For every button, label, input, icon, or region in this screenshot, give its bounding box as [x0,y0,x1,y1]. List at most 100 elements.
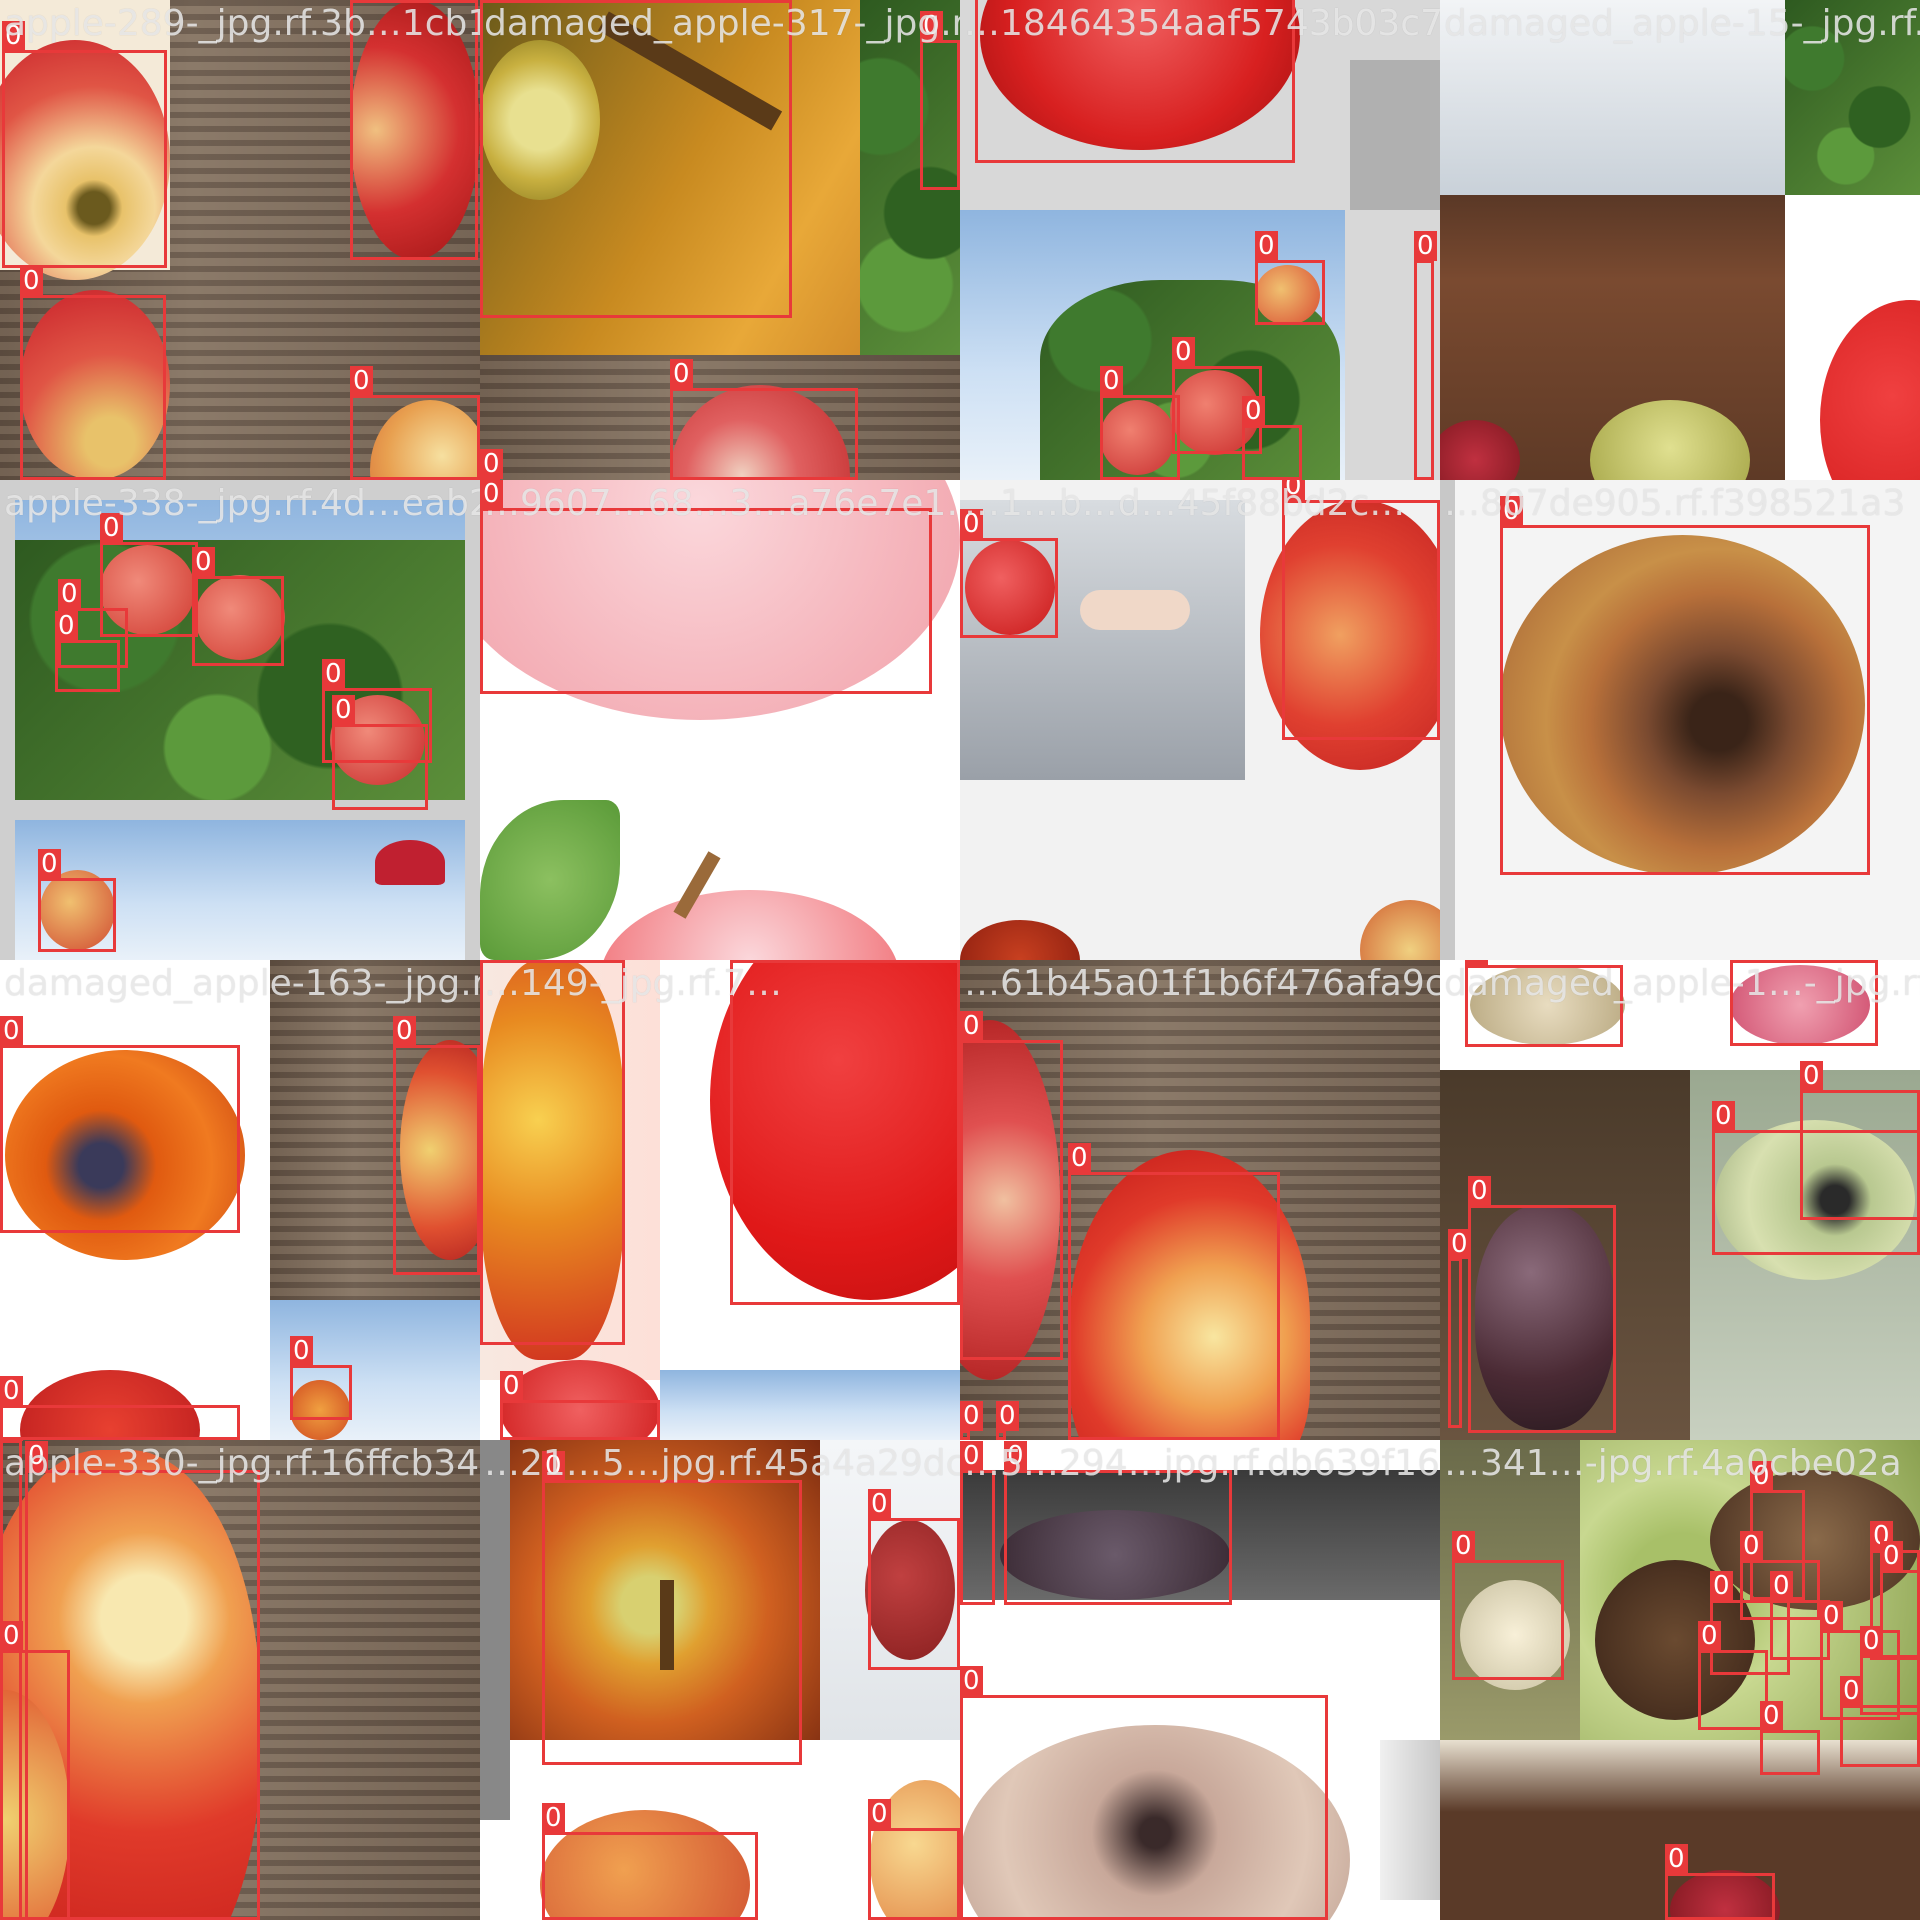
tile-filename: apple-289-_jpg.rf.3b…1cb1bf… [4,2,480,46]
bbox-class-label: 0 [20,266,43,296]
bounding-box: 0 [393,1045,480,1275]
bounding-box: 0 [1665,1873,1775,1920]
bbox-class-label: 0 [996,1401,1019,1431]
bounding-box: 0 [542,1832,758,1920]
bbox-class-label: 0 [350,366,373,396]
tile-filename: …21…5…jpg.rf.45a4a29dc… [484,1442,960,1486]
bbox-class-label: 0 [1710,1571,1733,1601]
bbox-class-label: 0 [332,695,355,725]
bbox-class-label: 0 [1880,1541,1903,1571]
mosaic-tile: 0 0 0 0 damaged_apple-163-_jpg.rf.… [0,960,480,1440]
mosaic-tile: 0 …807de905.rf.f398521a3 [1440,480,1920,960]
mosaic-tile: 0 0 …1…b…d…45f88bd2c… [960,480,1440,960]
bbox-class-label: 0 [1100,366,1123,396]
bbox-class-label: 0 [1800,1061,1823,1091]
tile-filename: …1…b…d…45f88bd2c… [964,482,1405,526]
bbox-class-label: 0 [1172,337,1195,367]
bbox-class-label: 0 [1255,231,1278,261]
bbox-class-label: 0 [1820,1601,1843,1631]
tile-filename: damaged_apple-163-_jpg.rf.… [4,962,480,1006]
mosaic-tile: 0 0 0 …149-_jpg.rf.7… [480,960,960,1440]
bbox-class-label: 0 [868,1489,891,1519]
bbox-class-label: 0 [670,359,693,389]
bounding-box: 0 [960,1470,995,1605]
bounding-box: 0 [1452,1560,1564,1680]
mosaic-tile: 0 0 0 0 …61b45a01f1b6f476afa9c… [960,960,1440,1440]
bounding-box: 0 [1068,1172,1280,1440]
bbox-class-label: 0 [1665,1844,1688,1874]
bounding-box: 0 [0,1405,240,1440]
bounding-box: 0 [290,1365,352,1420]
mosaic-tile: 0 0 0 0 damaged_apple-317-_jpg.rf… [480,0,960,480]
bounding-box: 0 [0,1045,240,1233]
bounding-box: 0 [480,508,932,694]
mosaic-tile: 0 0 0 0 0 0 damaged_apple-1…-_jpg.rf. [1440,960,1920,1440]
mosaic-tile: 0 …9607…68…3…a76e7e1…eb1… [480,480,960,960]
bbox-class-label: 0 [480,0,503,1]
bbox-class-label: 0 [1770,1571,1793,1601]
bbox-class-label: 0 [1740,1531,1763,1561]
bounding-box: 0 [1004,1470,1232,1605]
bbox-class-label: 0 [1468,1176,1491,1206]
mosaic-tile: 0 0 0 0 0 0 0 apple-338-_jpg.rf.4d…eab24… [0,480,480,960]
bounding-box: 0 [1448,1258,1462,1428]
bbox-class-label: 0 [960,1401,983,1431]
tile-filename: damaged_apple-1…-_jpg.rf. [1444,962,1920,1006]
bounding-box: 0 [55,640,120,692]
bbox-class-label: 0 [322,659,345,689]
bbox-class-label: 0 [730,960,753,961]
bounding-box: 0 [960,1040,1063,1360]
bounding-box: 0 [480,960,625,1345]
bbox-class-label: 0 [480,449,503,479]
bbox-class-label: 0 [192,547,215,577]
mosaic-tile: 0 0 0 0 …21…5…jpg.rf.45a4a29dc… [480,1440,960,1920]
bounding-box: 0 [996,1430,1006,1440]
bounding-box: 0 [960,1430,970,1440]
bounding-box: 0 [1468,1205,1616,1433]
tile-filename: apple-338-_jpg.rf.4d…eab24… [4,482,480,526]
bounding-box: 0 [332,724,428,810]
bbox-class-label: 0 [290,1336,313,1366]
bounding-box: 0 [960,538,1058,638]
bbox-class-label: 0 [480,960,503,961]
bounding-box: 0 [1242,425,1302,480]
bounding-box: 0 [1698,1650,1768,1730]
mosaic-tile: damaged_apple-15-_jpg.rf.… [1440,0,1920,480]
bounding-box: 0 [1712,1130,1920,1255]
bbox-class-label: 0 [393,1016,416,1046]
bbox-class-label: 0 [0,1376,23,1406]
bbox-class-label: 0 [1414,231,1437,261]
bbox-class-label: 0 [1068,1143,1091,1173]
bounding-box: 0 [1760,1730,1820,1775]
bbox-class-label: 0 [1698,1621,1721,1651]
bounding-box: 0 [1255,260,1325,325]
bbox-class-label: 0 [55,611,78,641]
tile-filename: …18464354aaf5743b03c7e1… [964,2,1440,46]
bbox-class-label: 0 [1860,1626,1883,1656]
bounding-box: 0 [350,395,480,480]
bounding-box: 0 [2,50,167,268]
bbox-class-label: 0 [1242,396,1265,426]
tile-filename: …5…294…jpg.rf.db639f167… [964,1442,1440,1486]
bbox-class-label: 0 [1730,960,1753,961]
tile-filename: …341…-jpg.rf.4a0cbe02a [1444,1442,1902,1486]
bounding-box: 0 [960,1695,1328,1920]
tile-filename: damaged_apple-15-_jpg.rf.… [1444,2,1920,46]
bbox-class-label: 0 [1448,1229,1471,1259]
bbox-class-label: 0 [542,1803,565,1833]
bounding-box: 0 [730,960,960,1305]
mosaic-tile: 0 0 0 …5…294…jpg.rf.db639f167… [960,1440,1440,1920]
mosaic-tile: 0 0 0 0 0 0 …18464354aaf5743b03c7e1… [960,0,1440,480]
bbox-class-label: 0 [1840,1676,1863,1706]
bbox-class-label: 0 [960,1011,983,1041]
tile-filename: …149-_jpg.rf.7… [484,962,782,1006]
bounding-box: 0 [1500,525,1870,875]
bbox-class-label: 0 [0,1016,23,1046]
bbox-class-label: 0 [0,1440,23,1441]
tile-filename: apple-330-_jpg.rf.16ffcb347a… [4,1442,480,1486]
bounding-box: 0 [0,1440,22,1920]
bounding-box: 0 [920,40,960,190]
tile-filename: …61b45a01f1b6f476afa9c… [964,962,1440,1006]
bounding-box: 0 [1282,500,1440,740]
